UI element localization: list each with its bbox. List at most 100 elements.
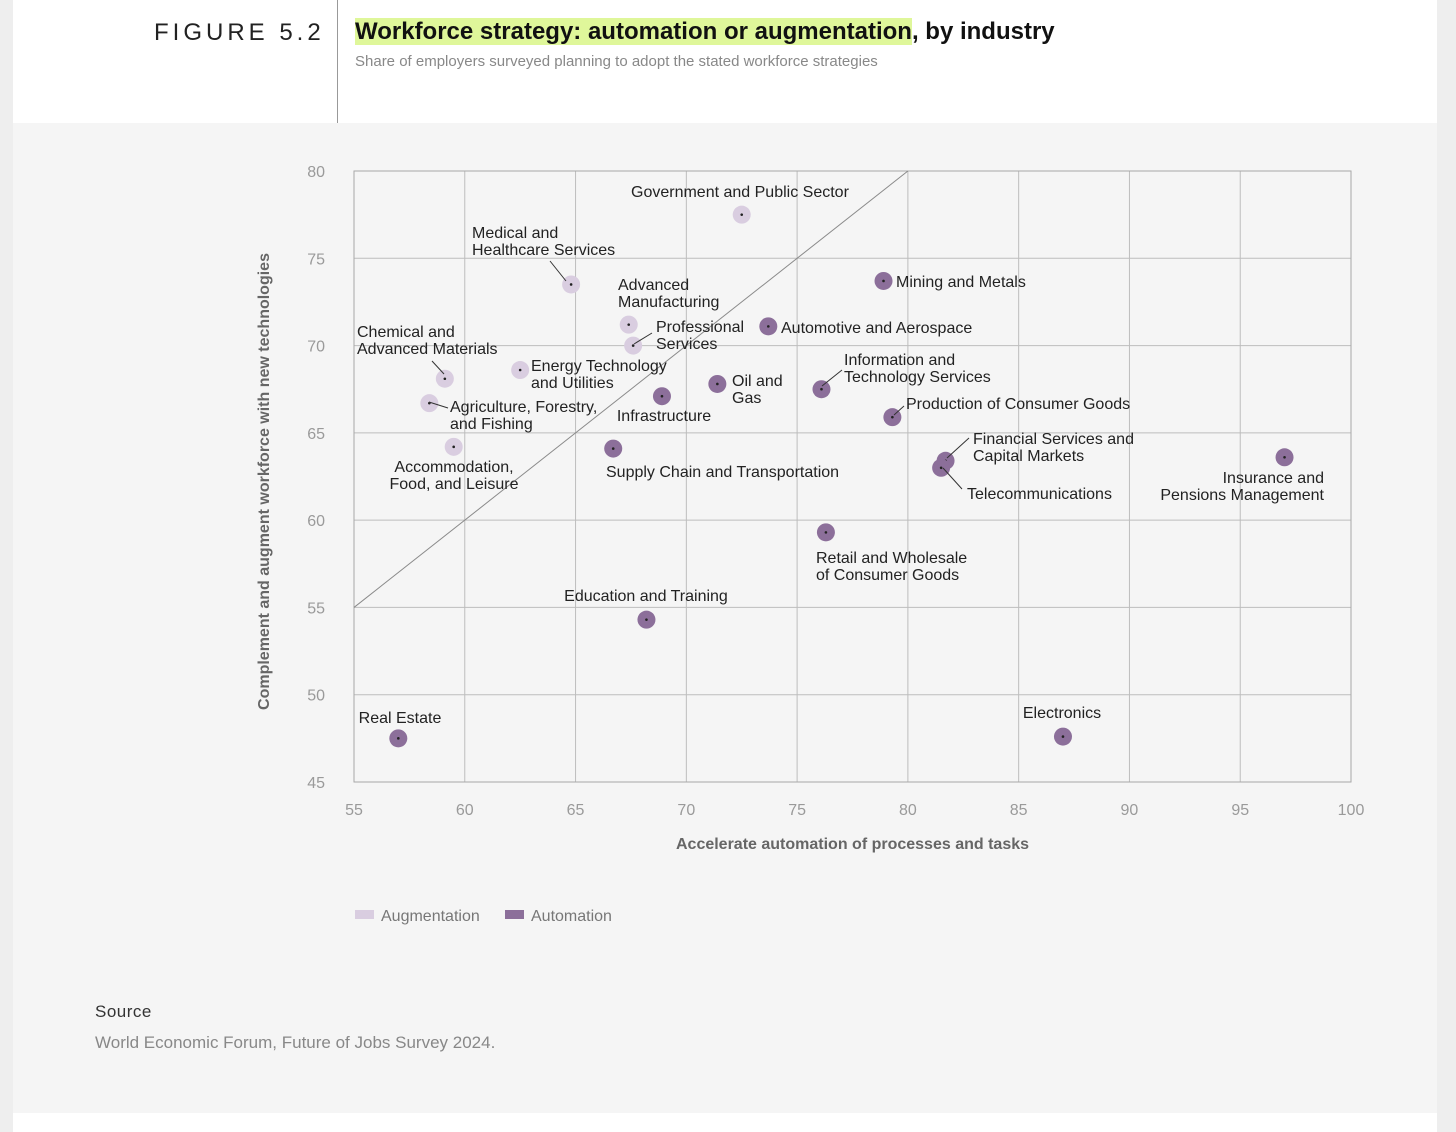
header-divider	[337, 0, 338, 123]
point-label-line: Technology Services	[844, 369, 991, 386]
point-label-line: Real Estate	[359, 710, 442, 727]
point-label-line: Advanced Materials	[357, 341, 498, 358]
x-tick-label: 75	[788, 802, 806, 819]
point-label-line: of Consumer Goods	[816, 567, 959, 584]
y-tick-label: 55	[307, 600, 325, 617]
point-label-line: Oil and	[732, 373, 783, 390]
point-label-supply-chain-and-transportation: Supply Chain and Transportation	[606, 464, 839, 481]
point-label-line: Food, and Leisure	[390, 476, 519, 493]
x-tick-label: 100	[1338, 802, 1365, 819]
figure-title-rest: , by industry	[911, 18, 1055, 45]
point-label-government-and-public-sector: Government and Public Sector	[631, 184, 850, 201]
chart-panel	[13, 123, 1437, 1113]
label-leader-line	[428, 401, 449, 409]
point-label-education-and-training: Education and Training	[564, 588, 728, 605]
point-label-insurance-and-pensions-management: Insurance and Pensions Management	[1160, 470, 1324, 504]
point-center-dot	[882, 279, 885, 283]
point-label-line: Healthcare Services	[472, 242, 615, 259]
x-tick-label: 65	[567, 802, 585, 819]
legend-label-automation: Automation	[531, 908, 612, 925]
point-center-dot	[611, 447, 615, 450]
point-label-line: Pensions Management	[1160, 487, 1324, 504]
source-text: World Economic Forum, Future of Jobs Sur…	[95, 1033, 496, 1052]
point-label-retail-and-wholesale-of-consumer-goods: Retail and Wholesale of Consumer Goods	[816, 550, 967, 584]
point-label-line: Services	[656, 336, 717, 353]
point-label-line: and Fishing	[450, 416, 533, 433]
point-center-dot	[820, 387, 823, 391]
x-tick-label: 70	[677, 802, 695, 819]
point-label-line: Supply Chain and Transportation	[606, 464, 839, 481]
point-label-line: Government and Public Sector	[631, 184, 850, 201]
point-center-dot	[824, 531, 828, 534]
legend-swatch-automation	[505, 910, 524, 919]
point-label-line: Education and Training	[564, 588, 728, 605]
y-tick-label: 45	[307, 775, 325, 792]
point-center-dot	[443, 377, 447, 381]
point-label-advanced-manufacturing: Advanced Manufacturing	[618, 277, 719, 311]
figure-subtitle: Share of employers surveyed planning to …	[355, 53, 878, 70]
label-leader-line	[893, 405, 905, 416]
label-leader-line	[821, 369, 843, 387]
figure-title-highlight: Workforce strategy: automation or augmen…	[355, 18, 912, 45]
point-label-automotive-and-aerospace: Automotive and Aerospace	[781, 320, 972, 337]
point-label-energy-technology-and-utilities: Energy Technology and Utilities	[531, 358, 667, 392]
point-label-line: Energy Technology	[531, 358, 667, 375]
x-tick-label: 60	[456, 802, 474, 819]
point-center-dot	[767, 325, 770, 328]
point-label-line: Manufacturing	[618, 294, 719, 311]
x-tick-label: 55	[345, 802, 363, 819]
point-label-electronics: Electronics	[1023, 705, 1101, 722]
point-label-line: Advanced	[618, 277, 689, 294]
y-tick-label: 50	[307, 688, 325, 705]
figure-title: Workforce strategy: automation or augmen…	[355, 18, 1055, 46]
label-leader-line	[942, 467, 963, 490]
point-center-dot	[1283, 455, 1286, 459]
point-center-dot	[660, 394, 664, 398]
y-tick-label: 80	[307, 164, 325, 181]
label-leader-line	[549, 260, 567, 282]
y-tick-label: 60	[307, 513, 325, 530]
point-center-dot	[939, 466, 943, 470]
point-label-line: Infrastructure	[617, 408, 711, 425]
point-label-telecommunications: Telecommunications	[967, 486, 1112, 503]
point-label-line: Financial Services and	[973, 431, 1134, 448]
point-center-dot	[716, 382, 719, 386]
point-center-dot	[397, 737, 400, 740]
point-label-line: Capital Markets	[973, 448, 1084, 465]
label-leader-line	[633, 332, 653, 345]
source-heading: Source	[95, 1002, 152, 1021]
legend-swatch-augmentation	[355, 910, 374, 919]
page-margin-left	[0, 0, 13, 1132]
legend-label-augmentation: Augmentation	[381, 908, 480, 925]
point-label-line: Gas	[732, 390, 761, 407]
label-leader-line	[946, 437, 970, 459]
point-label-professional-services: Professional Services	[656, 319, 744, 353]
y-axis-title: Complement and augment workforce with ne…	[256, 253, 273, 710]
x-tick-label: 85	[1010, 802, 1028, 819]
point-label-line: and Utilities	[531, 375, 614, 392]
point-label-mining-and-metals: Mining and Metals	[896, 274, 1026, 291]
point-label-oil-and-gas: Oil and Gas	[732, 373, 783, 407]
point-label-infrastructure: Infrastructure	[617, 408, 711, 425]
point-label-line: Mining and Metals	[896, 274, 1026, 291]
plot-frame	[353, 170, 1352, 783]
point-label-line: Medical and	[472, 225, 558, 242]
point-label-agriculture-forestry-and-fishing: Agriculture, Forestry, and Fishing	[450, 399, 597, 433]
x-tick-label: 80	[899, 802, 917, 819]
point-label-medical-and-healthcare-services: Medical and Healthcare Services	[472, 225, 615, 259]
point-label-line: Retail and Wholesale	[816, 550, 967, 567]
y-tick-label: 75	[307, 251, 325, 268]
point-label-information-and-technology-services: Information and Technology Services	[844, 352, 991, 386]
y-tick-label: 65	[307, 426, 325, 443]
reference-line	[353, 170, 909, 608]
point-label-line: Telecommunications	[967, 486, 1112, 503]
point-label-production-of-consumer-goods: Production of Consumer Goods	[906, 396, 1130, 413]
x-tick-label: 90	[1121, 802, 1139, 819]
y-tick-label: 70	[307, 339, 325, 356]
point-label-line: Accommodation,	[394, 459, 513, 476]
point-label-line: Electronics	[1023, 705, 1101, 722]
point-center-dot	[1061, 735, 1065, 738]
point-label-accommodation-food-and-leisure: Accommodation, Food, and Leisure	[390, 459, 519, 493]
x-tick-label: 95	[1231, 802, 1249, 819]
